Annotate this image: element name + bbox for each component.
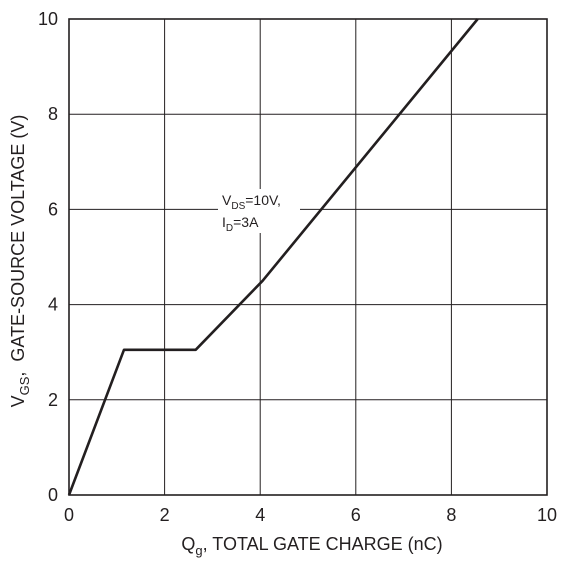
y-tick-label: 8: [48, 104, 58, 124]
y-tick-label: 6: [48, 199, 58, 219]
y-tick-label: 0: [48, 485, 58, 505]
annotation-background: [218, 189, 300, 233]
plot-frame: [68, 18, 548, 496]
annotation-id-rest: =3A: [233, 214, 259, 230]
y-tick-label: 4: [48, 295, 58, 315]
y-axis-label-main: V: [8, 395, 28, 407]
annotation-vds: VDS=10V,: [222, 192, 281, 212]
x-axis-label: Qg, TOTAL GATE CHARGE (nC): [181, 534, 442, 558]
x-tick-label: 4: [255, 505, 265, 525]
tick-labels: 0 2 4 6 8 10 0 2 4 6 8 10: [38, 9, 557, 525]
grid: [69, 19, 547, 495]
series-line: [67, 18, 479, 496]
annotation-vds-sub: DS: [231, 201, 245, 212]
annotation-vds-rest: =10V,: [245, 192, 281, 208]
y-axis-label-sub: GS: [17, 376, 32, 395]
y-tick-label: 2: [48, 390, 58, 410]
x-axis-label-sub: g: [195, 543, 202, 558]
y-axis-label-rest: , GATE-SOURCE VOLTAGE (V): [8, 115, 28, 377]
x-tick-label: 8: [446, 505, 456, 525]
annotation-id: ID=3A: [222, 214, 259, 234]
x-tick-label: 10: [537, 505, 557, 525]
x-tick-label: 0: [64, 505, 74, 525]
x-tick-label: 2: [160, 505, 170, 525]
series-layer: [67, 18, 479, 496]
annotation-id-main: I: [222, 214, 226, 230]
y-tick-label: 10: [38, 9, 58, 29]
annotation-vds-main: V: [222, 192, 232, 208]
x-axis-label-main: Q: [181, 534, 195, 554]
x-tick-label: 6: [351, 505, 361, 525]
annotation-id-sub: D: [226, 223, 233, 234]
x-axis-label-rest: , TOTAL GATE CHARGE (nC): [203, 534, 443, 554]
y-axis-label: VGS, GATE-SOURCE VOLTAGE (V): [8, 115, 32, 408]
